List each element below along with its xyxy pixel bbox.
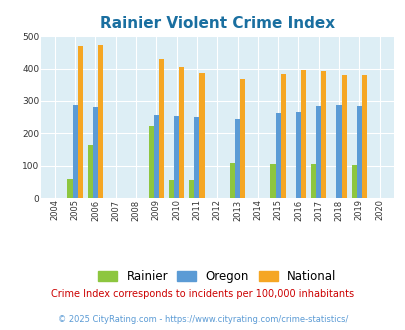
Bar (351, 165, 356, 198)
Bar (270, 164, 275, 198)
Bar (315, 107, 320, 198)
Bar (72, 105, 77, 198)
Bar (98, 45, 103, 198)
Bar (87, 145, 93, 198)
Bar (320, 71, 326, 198)
Bar (300, 70, 305, 198)
Text: © 2025 CityRating.com - https://www.cityrating.com/crime-statistics/: © 2025 CityRating.com - https://www.city… (58, 315, 347, 324)
Bar (229, 163, 234, 198)
Bar (341, 75, 346, 198)
Bar (336, 105, 341, 198)
Bar (234, 119, 239, 198)
Bar (158, 59, 164, 198)
Legend: Rainier, Oregon, National: Rainier, Oregon, National (93, 265, 340, 288)
Bar (280, 74, 285, 198)
Bar (148, 126, 153, 198)
Bar (153, 115, 158, 198)
Bar (179, 67, 184, 198)
Text: Crime Index corresponds to incidents per 100,000 inhabitants: Crime Index corresponds to incidents per… (51, 289, 354, 299)
Bar (93, 108, 98, 198)
Bar (295, 112, 300, 198)
Bar (174, 116, 179, 198)
Bar (77, 46, 83, 198)
Bar (356, 106, 361, 198)
Title: Rainier Violent Crime Index: Rainier Violent Crime Index (99, 16, 334, 31)
Bar (275, 113, 280, 198)
Bar (310, 164, 315, 198)
Bar (67, 179, 72, 198)
Bar (239, 79, 245, 198)
Bar (361, 75, 366, 198)
Bar (199, 73, 204, 198)
Bar (194, 117, 199, 198)
Bar (168, 180, 174, 198)
Bar (189, 180, 194, 198)
